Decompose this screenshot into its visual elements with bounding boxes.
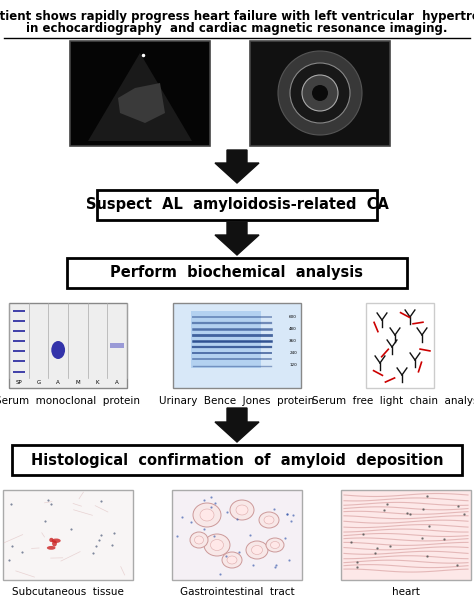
Text: in echocardiography  and cardiac magnetic resonance imaging.: in echocardiography and cardiac magnetic… (26, 22, 448, 35)
Text: A: A (115, 380, 119, 385)
Bar (366, 303, 434, 388)
Ellipse shape (51, 341, 65, 359)
Text: Suspect  AL  amyloidosis-related  CA: Suspect AL amyloidosis-related CA (86, 198, 388, 213)
Ellipse shape (200, 509, 214, 521)
Text: Serum  monoclonal  protein: Serum monoclonal protein (0, 396, 140, 405)
Ellipse shape (264, 516, 274, 524)
Text: Urinary  Bence  Jones  protein: Urinary Bence Jones protein (159, 396, 315, 405)
Text: K: K (96, 380, 99, 385)
Ellipse shape (259, 512, 279, 528)
Polygon shape (88, 53, 192, 141)
Text: heart: heart (392, 587, 420, 597)
Ellipse shape (204, 534, 230, 556)
Bar (13, 361, 25, 362)
Bar (341, 490, 471, 580)
Bar (3, 490, 133, 580)
Bar (70, 40, 210, 146)
Bar (97, 190, 377, 220)
Text: Perform  biochemical  analysis: Perform biochemical analysis (110, 266, 364, 280)
Text: 240: 240 (289, 352, 297, 355)
Ellipse shape (230, 500, 254, 520)
Text: A patient shows rapidly progress heart failure with left ventricular  hypertroph: A patient shows rapidly progress heart f… (0, 10, 474, 23)
Bar (67, 258, 407, 288)
Text: Gastrointestinal  tract: Gastrointestinal tract (180, 587, 294, 597)
Bar (13, 340, 25, 342)
Text: Subcutaneous  tissue: Subcutaneous tissue (12, 587, 124, 597)
Bar (13, 370, 25, 373)
Text: G: G (36, 380, 41, 385)
Polygon shape (215, 408, 259, 442)
Bar (172, 490, 302, 580)
Bar (13, 320, 25, 322)
Ellipse shape (52, 541, 57, 547)
Text: 600: 600 (289, 315, 297, 318)
Polygon shape (215, 150, 259, 183)
Ellipse shape (266, 538, 284, 552)
Circle shape (302, 75, 338, 111)
Ellipse shape (52, 539, 61, 543)
Ellipse shape (227, 556, 237, 564)
Ellipse shape (190, 532, 208, 548)
Text: Serum  free  light  chain  analysis: Serum free light chain analysis (312, 396, 474, 405)
Ellipse shape (47, 546, 55, 550)
Circle shape (312, 85, 328, 101)
Text: 480: 480 (289, 327, 297, 331)
Polygon shape (215, 222, 259, 255)
Text: SP: SP (16, 380, 22, 385)
Circle shape (278, 51, 362, 135)
Bar (191, 310, 261, 367)
Bar (173, 303, 301, 388)
Ellipse shape (236, 505, 248, 515)
Ellipse shape (252, 545, 263, 554)
Text: A: A (56, 380, 60, 385)
Ellipse shape (210, 539, 224, 550)
Ellipse shape (271, 542, 280, 548)
Circle shape (290, 63, 350, 123)
Bar (13, 309, 25, 312)
Text: 360: 360 (289, 339, 297, 343)
Text: 120: 120 (289, 364, 297, 367)
Bar (110, 343, 124, 348)
Text: Histological  confirmation  of  amyloid  deposition: Histological confirmation of amyloid dep… (31, 452, 443, 467)
Ellipse shape (222, 552, 242, 568)
Bar (13, 350, 25, 352)
Polygon shape (118, 83, 165, 123)
Bar (250, 40, 390, 146)
Bar (9, 303, 127, 388)
Ellipse shape (193, 503, 221, 527)
Ellipse shape (49, 538, 54, 542)
Ellipse shape (194, 536, 203, 544)
Bar (13, 330, 25, 332)
Ellipse shape (246, 541, 268, 559)
Bar (12, 445, 462, 475)
Text: M: M (75, 380, 80, 385)
